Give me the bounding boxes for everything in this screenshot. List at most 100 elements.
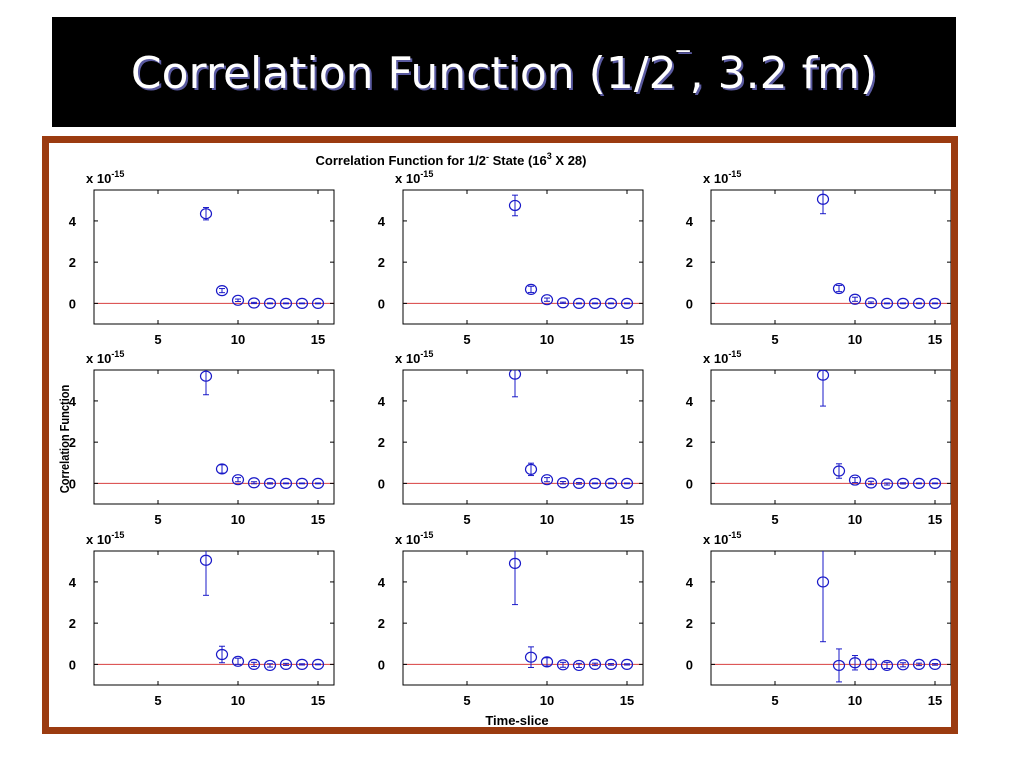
y-tick-label: 4: [686, 575, 694, 590]
y-tick-label: 0: [69, 657, 76, 672]
correlation-figure: Correlation Function for 1/2- State (163…: [57, 151, 951, 727]
y-multiplier-exponent: -15: [111, 349, 124, 359]
data-point: [247, 477, 261, 489]
data-point: [896, 477, 910, 489]
y-multiplier-exponent: -15: [420, 349, 433, 359]
y-tick-label: 2: [378, 435, 385, 450]
figure-title-sup1: -: [486, 152, 489, 162]
panel-7: 5 10 15 0 2 4 x 10-15: [69, 530, 335, 708]
x-tick-label: 5: [463, 693, 470, 708]
panel-plot-area: [94, 551, 334, 672]
data-point: [540, 474, 554, 486]
data-point: [231, 294, 245, 306]
panel-axes-box: [93, 369, 335, 505]
data-point: [215, 648, 229, 661]
y-tick-label: 4: [686, 214, 694, 229]
y-multiplier-exponent: -15: [728, 530, 741, 540]
data-point: [588, 477, 602, 489]
y-tick-label: 0: [686, 476, 693, 491]
data-point: [604, 658, 618, 670]
x-tick-label: 15: [620, 693, 634, 708]
y-multiplier-base: x 10: [86, 532, 111, 547]
data-point: [279, 477, 293, 489]
y-tick-label: 2: [686, 616, 693, 631]
data-point: [864, 297, 878, 309]
panel-axes-box: [93, 550, 335, 686]
y-tick-label: 4: [378, 214, 386, 229]
data-point: [880, 297, 894, 309]
data-point: [263, 297, 277, 309]
y-tick-label: 0: [686, 657, 693, 672]
figure-title-sup2: 3: [547, 151, 552, 161]
data-point: [864, 658, 878, 670]
y-multiplier-label: x 10-15: [86, 169, 124, 186]
x-tick-label: 5: [154, 332, 161, 347]
y-multiplier-exponent: -15: [728, 349, 741, 359]
data-point: [508, 370, 522, 380]
data-point: [928, 477, 942, 489]
slide-title: Correlation Function (1/2‾, 3.2 fm): [131, 49, 877, 96]
y-tick-label: 4: [69, 575, 77, 590]
y-multiplier-label: x 10-15: [395, 530, 433, 547]
data-point: [832, 465, 846, 477]
data-point: [848, 657, 862, 669]
data-point: [540, 294, 554, 306]
x-tick-label: 5: [154, 693, 161, 708]
data-point: [588, 658, 602, 670]
data-point: [279, 297, 293, 309]
y-tick-label: 2: [686, 435, 693, 450]
y-multiplier-label: x 10-15: [395, 349, 433, 366]
panel-2: 5 10 15 0 2 4 x 10-15: [378, 169, 644, 347]
data-point: [311, 297, 325, 309]
figure-frame: Correlation Function for 1/2- State (163…: [42, 136, 958, 734]
x-tick-label: 15: [311, 512, 325, 527]
data-point: [279, 658, 293, 670]
panel-4: 5 10 15 0 2 4 x 10-15: [69, 349, 335, 527]
x-tick-label: 10: [848, 332, 862, 347]
figure-title-end: X 28): [552, 153, 587, 168]
figure-title-mid: State (16: [489, 153, 547, 168]
data-point: [848, 293, 862, 305]
y-multiplier-base: x 10: [86, 351, 111, 366]
y-tick-label: 4: [686, 394, 694, 409]
y-multiplier-label: x 10-15: [703, 530, 741, 547]
data-point: [912, 297, 926, 309]
panel-axes-box: [402, 369, 644, 505]
data-point: [896, 659, 910, 671]
x-tick-label: 10: [540, 693, 554, 708]
y-tick-label: 4: [69, 394, 77, 409]
y-tick-label: 4: [378, 394, 386, 409]
y-tick-label: 2: [378, 616, 385, 631]
data-point: [880, 659, 894, 672]
y-multiplier-base: x 10: [703, 171, 728, 186]
panel-6: 5 10 15 0 2 4 x 10-15: [686, 349, 951, 527]
slide-title-main: Correlation Function (1/2: [130, 47, 677, 99]
panel-8: 5 10 15 0 2 4 x 10-15: [378, 530, 644, 708]
x-tick-label: 15: [620, 512, 634, 527]
data-point: [928, 658, 942, 670]
data-point: [215, 463, 229, 475]
x-tick-label: 10: [540, 512, 554, 527]
y-multiplier-label: x 10-15: [86, 349, 124, 366]
y-tick-label: 2: [686, 255, 693, 270]
panel-plot-area: [711, 190, 951, 309]
y-multiplier-base: x 10: [703, 351, 728, 366]
data-point: [540, 656, 554, 668]
y-tick-label: 0: [378, 296, 385, 311]
data-point: [295, 658, 309, 670]
panel-axes-box: [710, 550, 951, 686]
y-multiplier-exponent: -15: [420, 530, 433, 540]
data-point: [896, 297, 910, 309]
data-point: [572, 659, 586, 672]
data-point: [508, 199, 522, 212]
data-point: [508, 557, 522, 569]
y-multiplier-label: x 10-15: [86, 530, 124, 547]
data-point: [620, 297, 634, 309]
data-point: [556, 659, 570, 671]
x-tick-label: 10: [848, 512, 862, 527]
y-multiplier-base: x 10: [395, 532, 420, 547]
data-point: [524, 463, 538, 475]
panel-plot-area: [403, 370, 643, 489]
panel-plot-area: [94, 370, 334, 489]
